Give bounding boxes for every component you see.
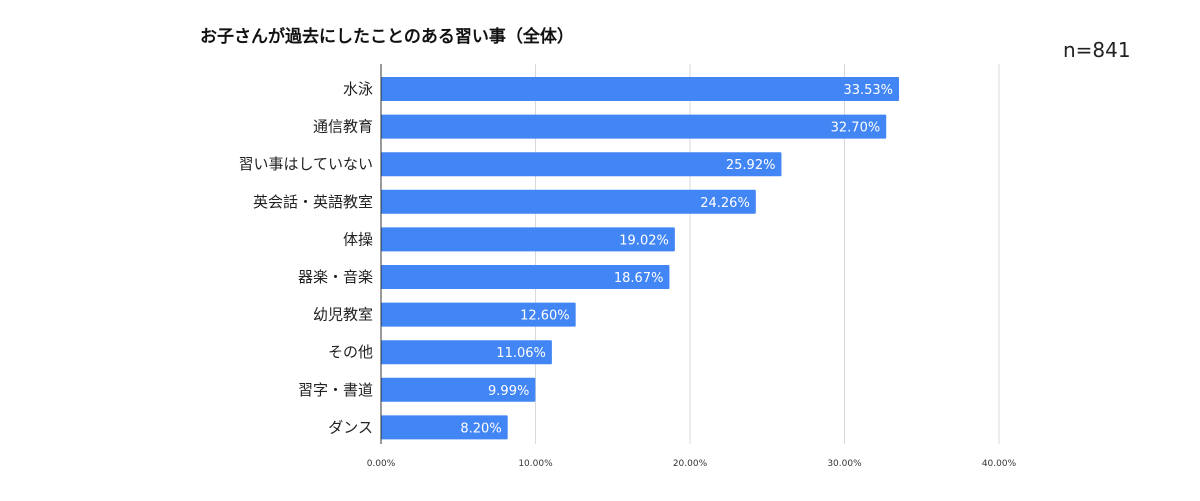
bar-1 (381, 114, 887, 139)
category-label-8: 習字・書道 (298, 381, 373, 399)
value-label-8: 9.99% (488, 384, 529, 399)
bar-3 (381, 189, 756, 214)
value-label-3: 24.26% (700, 196, 750, 211)
x-tick-label-4: 40.00% (982, 459, 1017, 469)
value-label-6: 12.60% (520, 309, 570, 324)
chart-title: お子さんが過去にしたことのある習い事（全体） (200, 27, 574, 47)
sample-size-label: n=841 (1063, 38, 1131, 62)
bar-5 (381, 265, 670, 289)
x-tick-label-1: 10.00% (518, 459, 553, 469)
x-tick-label-3: 30.00% (827, 459, 862, 469)
bar-9 (381, 415, 508, 440)
value-label-4: 19.02% (619, 233, 669, 248)
value-label-0: 33.53% (843, 83, 893, 98)
value-label-5: 18.67% (614, 271, 664, 286)
category-label-1: 通信教育 (313, 118, 373, 136)
bar-8 (381, 377, 536, 402)
category-label-4: 体操 (343, 230, 373, 248)
value-label-1: 32.70% (831, 121, 881, 136)
bar-0 (381, 77, 900, 101)
category-label-6: 幼児教室 (313, 306, 373, 324)
bar-2 (381, 152, 782, 177)
category-label-3: 英会話・英語教室 (253, 193, 373, 211)
value-label-2: 25.92% (726, 158, 776, 173)
value-label-9: 8.20% (460, 421, 501, 436)
bar-4 (381, 227, 675, 252)
x-tick-label-2: 20.00% (673, 459, 708, 469)
bar-7 (381, 340, 552, 365)
x-tick-label-0: 0.00% (367, 459, 396, 469)
value-label-7: 11.06% (496, 346, 546, 361)
category-label-5: 器楽・音楽 (298, 268, 373, 286)
category-label-7: その他 (328, 343, 373, 361)
category-label-2: 習い事はしていない (238, 155, 373, 173)
bar-6 (381, 302, 576, 327)
category-label-0: 水泳 (343, 80, 373, 98)
category-label-9: ダンス (328, 418, 373, 436)
